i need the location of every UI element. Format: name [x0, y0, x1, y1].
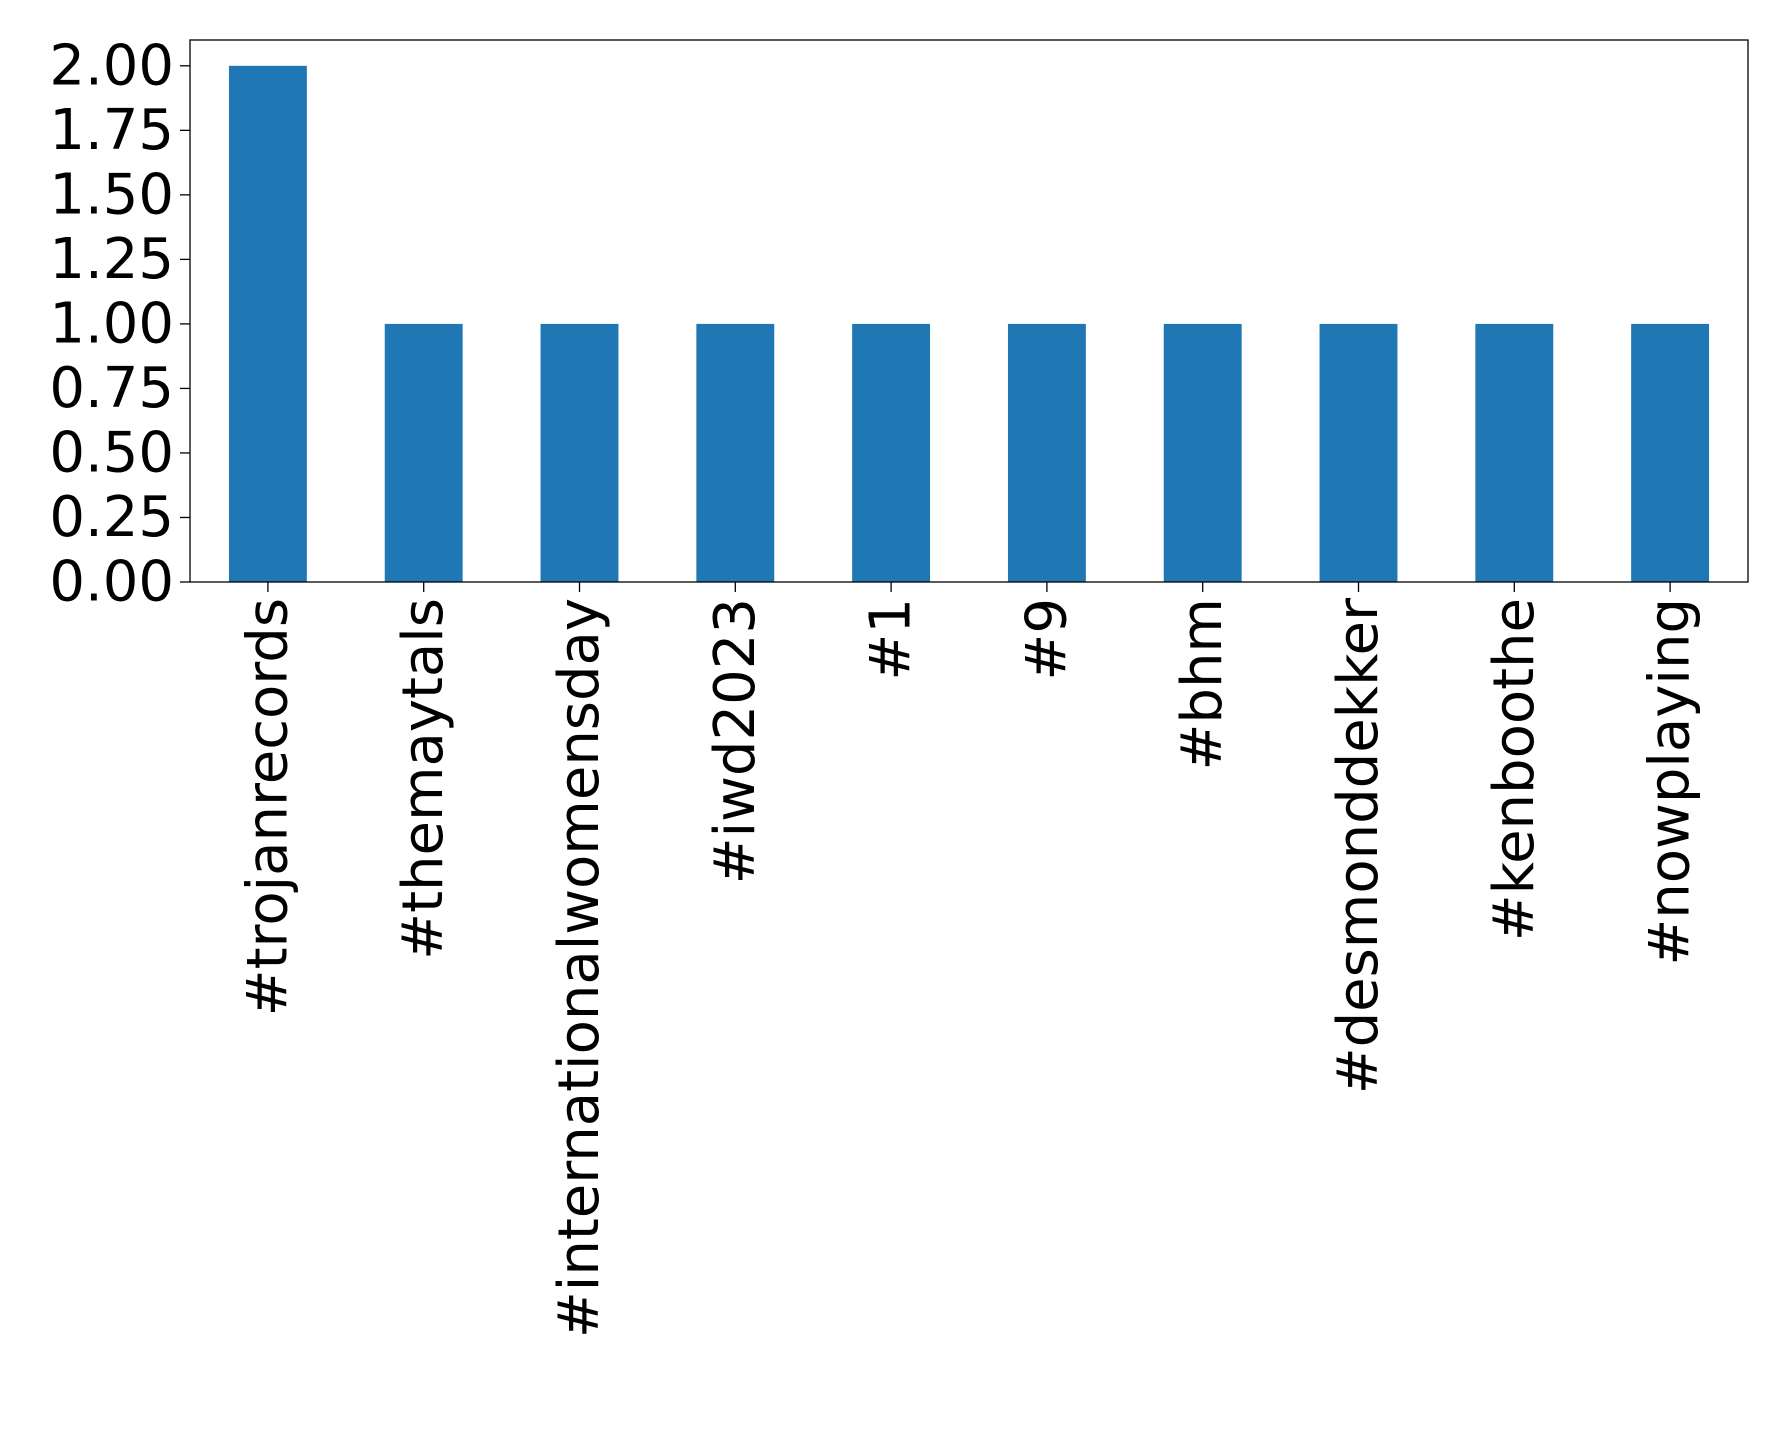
bar: [1007, 323, 1086, 582]
y-tick-label: 1.75: [49, 98, 174, 163]
y-tick-label: 2.00: [49, 33, 174, 98]
x-tick-label: #trojanrecords: [235, 598, 300, 1016]
x-tick-label: #kenboothe: [1482, 598, 1547, 941]
y-tick-label: 0.25: [49, 485, 174, 550]
y-tick-label: 0.00: [49, 550, 174, 615]
bar: [540, 323, 619, 582]
bar: [1631, 323, 1710, 582]
plot-frame: [189, 39, 1749, 583]
bar: [1475, 323, 1554, 582]
bar: [384, 323, 463, 582]
y-tick-label: 1.00: [49, 291, 174, 356]
x-tick-label: #themaytals: [391, 598, 456, 960]
bar: [228, 65, 307, 582]
bar: [1163, 323, 1242, 582]
x-tick-label: #1: [859, 598, 924, 681]
plot-area: 0.000.250.500.751.001.251.501.752.00 #tro…: [49, 33, 1749, 1338]
y-tick-label: 0.75: [49, 356, 174, 421]
y-tick-label: 1.50: [49, 162, 174, 227]
bar: [852, 323, 931, 582]
bar: [1319, 323, 1398, 582]
x-tick-label: #bhm: [1170, 598, 1235, 771]
x-tick-label: #9: [1014, 598, 1079, 681]
x-tick-label: #nowplaying: [1638, 598, 1703, 966]
y-tick-label: 1.25: [49, 227, 174, 292]
x-tick-label: #iwd2023: [703, 598, 768, 884]
bar: [696, 323, 775, 582]
y-tick-label: 0.50: [49, 420, 174, 485]
x-tick-label: #internationalwomensday: [547, 598, 612, 1338]
x-tick-label: #desmonddekker: [1326, 597, 1391, 1094]
